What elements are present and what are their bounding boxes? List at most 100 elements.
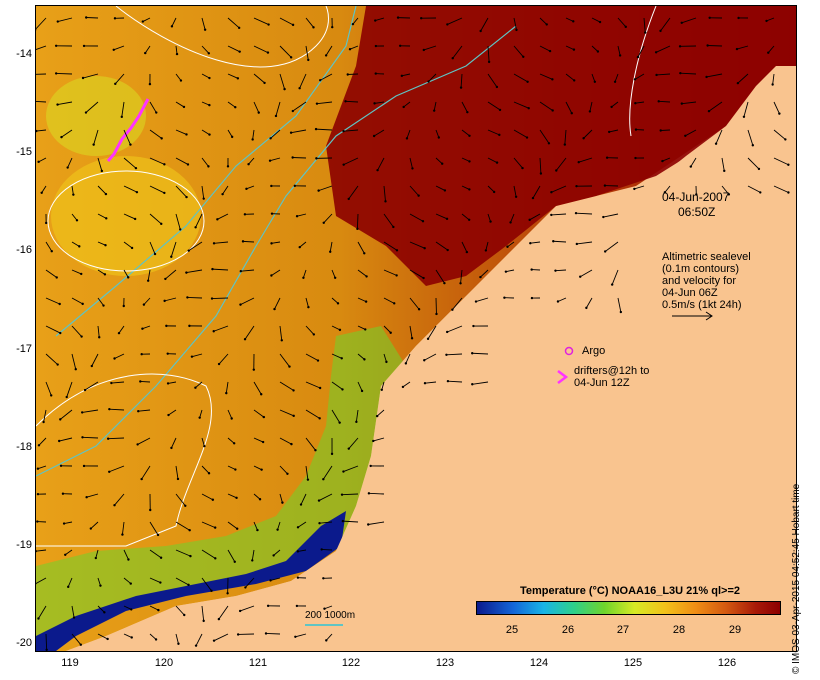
velocity-vector-head: [36, 520, 39, 523]
velocity-vector: [299, 73, 307, 89]
velocity-vector: [409, 241, 425, 249]
velocity-vector: [71, 325, 82, 337]
velocity-vector-head: [784, 138, 787, 141]
velocity-vector-head: [661, 159, 664, 163]
velocity-vector-head: [44, 221, 48, 225]
velocity-vector: [617, 45, 621, 56]
velocity-vector: [357, 241, 365, 254]
velocity-vector-head: [555, 169, 558, 172]
velocity-vector-head: [689, 165, 693, 168]
velocity-vector: [97, 185, 107, 195]
velocity-vector-head: [184, 504, 187, 507]
velocity-vector-head: [633, 187, 636, 191]
velocity-vector-head: [294, 635, 297, 638]
velocity-vector-head: [575, 242, 579, 246]
velocity-vector: [201, 73, 210, 79]
velocity-vector-head: [141, 327, 144, 330]
velocity-vector-head: [166, 382, 170, 385]
velocity-vector: [71, 269, 82, 275]
velocity-vector-head: [129, 143, 132, 146]
velocity-vector: [57, 101, 73, 106]
velocity-vector: [123, 549, 129, 560]
coastal-band: [36, 326, 406, 651]
velocity-vector-head: [113, 17, 117, 20]
velocity-vector: [114, 73, 125, 85]
velocity-vector: [97, 241, 106, 246]
velocity-vector-head: [759, 191, 762, 194]
velocity-vector-head: [495, 85, 499, 89]
velocity-vector: [253, 521, 258, 531]
velocity-vector: [578, 157, 593, 163]
velocity-vector: [428, 73, 437, 82]
velocity-vector-head: [289, 56, 293, 59]
velocity-vector: [305, 17, 314, 28]
drifter-symbol: [557, 370, 569, 384]
velocity-vector-head: [736, 81, 740, 85]
velocity-vector: [245, 577, 255, 588]
velocity-vector-head: [306, 478, 310, 481]
velocity-vector-head: [155, 111, 158, 114]
velocity-vector: [368, 492, 385, 495]
velocity-vector: [553, 240, 567, 243]
velocity-vector: [383, 297, 395, 304]
velocity-vector-head: [367, 492, 371, 495]
altimetry-note-line: Altimetric sealevel: [662, 251, 751, 263]
velocity-vector-head: [230, 417, 233, 420]
velocity-vector-head: [340, 493, 344, 496]
velocity-vector: [218, 605, 229, 620]
sealevel-contour: [115, 6, 329, 68]
velocity-vector-head: [106, 437, 110, 440]
velocity-vector-head: [610, 283, 614, 286]
velocity-vector: [239, 605, 255, 612]
velocity-vector: [305, 381, 321, 389]
velocity-vector-head: [347, 447, 350, 450]
velocity-vector: [93, 129, 99, 145]
velocity-vector-head: [570, 112, 573, 115]
velocity-vector: [383, 353, 387, 362]
velocity-vector-head: [573, 79, 576, 82]
velocity-vector-head: [266, 604, 270, 608]
velocity-vector-head: [122, 304, 125, 308]
velocity-vector: [201, 605, 205, 621]
velocity-vector-head: [787, 191, 790, 194]
velocity-vector-head: [100, 169, 104, 173]
velocity-vector-head: [471, 352, 474, 355]
velocity-vector: [279, 409, 294, 417]
velocity-vector-head: [330, 452, 334, 456]
velocity-vector: [747, 185, 761, 193]
velocity-vector: [331, 297, 339, 304]
velocity-vector: [244, 325, 255, 340]
velocity-vector-head: [104, 244, 107, 247]
velocity-vector-head: [170, 25, 174, 28]
velocity-vector: [539, 45, 551, 52]
velocity-vector-head: [515, 28, 518, 32]
velocity-vector: [59, 409, 73, 420]
velocity-vector: [539, 73, 553, 80]
velocity-vector: [279, 437, 292, 445]
velocity-vector: [435, 241, 448, 251]
velocity-vector-head: [185, 195, 188, 199]
velocity-vector: [634, 73, 645, 80]
velocity-vector-head: [232, 442, 236, 445]
velocity-vector: [218, 353, 229, 365]
velocity-vector: [295, 633, 307, 638]
velocity-vector-head: [420, 17, 423, 20]
velocity-vector: [167, 381, 177, 384]
velocity-vector-head: [153, 252, 157, 256]
velocity-vector-head: [471, 383, 474, 386]
velocity-vector-head: [356, 227, 359, 231]
velocity-vector: [342, 520, 359, 523]
velocity-vector: [187, 296, 203, 299]
velocity-vector-head: [705, 75, 708, 79]
velocity-vector-head: [106, 637, 109, 641]
velocity-vector-head: [59, 464, 63, 467]
velocity-vector: [123, 157, 137, 169]
velocity-vector-head: [291, 156, 294, 159]
velocity-vector-head: [37, 160, 40, 164]
velocity-vector: [435, 157, 443, 165]
velocity-vector: [213, 241, 229, 244]
velocity-vector: [383, 241, 398, 251]
altimetry-note-line: and velocity for: [662, 275, 736, 287]
velocity-vector-head: [479, 29, 482, 33]
velocity-vector: [277, 521, 281, 530]
